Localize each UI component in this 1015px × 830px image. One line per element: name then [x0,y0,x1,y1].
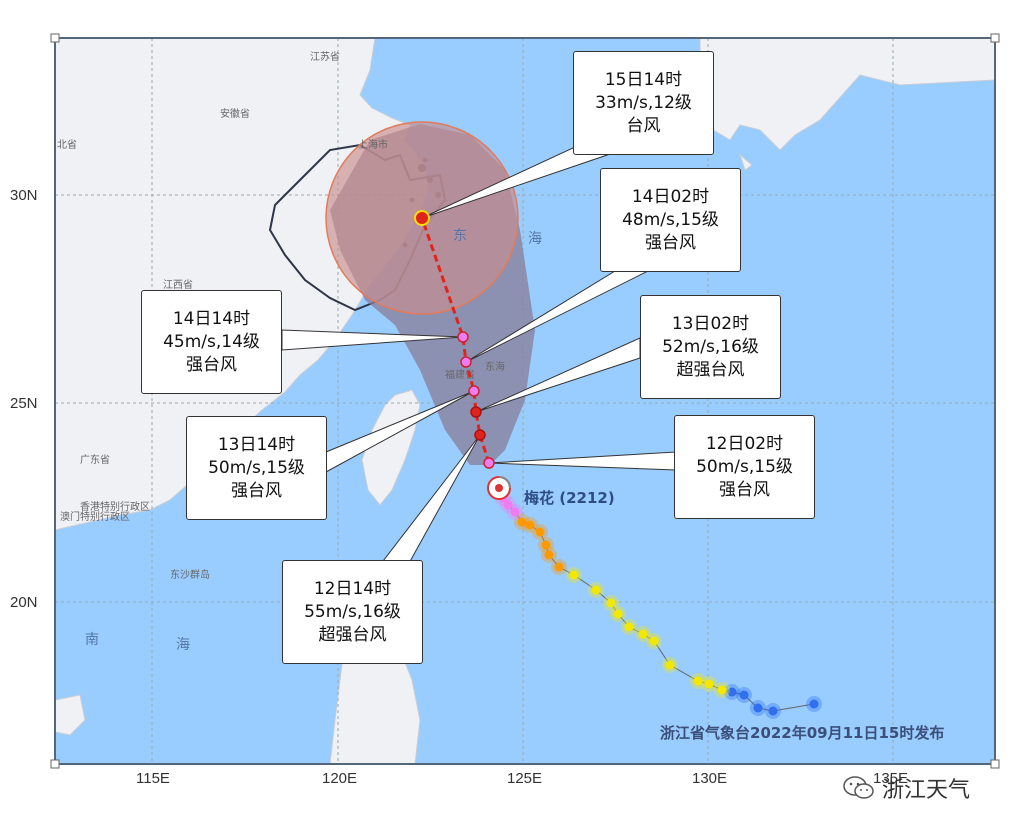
forecast-point-12-02 [483,457,495,469]
callout-category: 强台风 [645,232,696,253]
callout-category: 强台风 [719,479,770,500]
lon-ticks: 115E 120E 125E 130E 135E [136,770,908,787]
callout-category: 强台风 [186,354,237,375]
label-macau: 澳门特别行政区 [60,510,130,523]
wechat-icon [843,776,874,799]
label-jiangxi: 江西省 [163,278,193,291]
track-point [569,570,579,580]
callout-12-14: 12日14时 55m/s,16级 超强台风 [282,560,423,664]
track-point [613,609,623,619]
label-dongsha: 东沙群岛 [170,568,210,581]
track-point [665,660,675,670]
forecast-point-13-14 [468,385,480,397]
typhoon-icon [487,476,511,500]
track-point [693,676,703,686]
callout-14-02: 14日02时 48m/s,15级 强台风 [600,168,741,272]
callout-14-14: 14日14时 45m/s,14级 强台风 [141,290,282,394]
track-point [727,687,737,697]
label-hubei: 北省 [57,138,77,151]
svg-text:20N: 20N [10,594,38,611]
track-point [554,562,564,572]
label-anhui: 安徽省 [220,107,250,120]
track-point [544,550,554,560]
track-point [591,585,601,595]
svg-text:125E: 125E [507,770,542,787]
callout-time: 13日02时 [671,313,750,334]
watermark-text: 浙江天气 [882,778,971,803]
track-point [541,540,551,550]
track-point [717,685,727,695]
track-point [649,636,659,646]
track-point [809,699,819,709]
track-point [624,622,634,632]
callout-time: 13日14时 [217,434,296,455]
lat-ticks: 30N 25N 20N [10,187,38,611]
mainland-china [54,37,431,531]
sea-label-hai-1: 海 [528,231,542,247]
callout-pointers [281,139,677,566]
track-point [503,500,513,510]
track-point [517,517,527,527]
forecast-point-13-02 [470,406,482,418]
callout-time: 12日02时 [705,433,784,454]
track-point [768,706,778,716]
callout-15-14: 15日14时 33m/s,12级 台风 [573,51,714,155]
callout-13-14: 13日14时 50m/s,15级 强台风 [186,416,327,520]
svg-text:30N: 30N [10,187,38,204]
track-point [753,703,763,713]
observed-track [495,490,822,719]
callout-category: 强台风 [231,480,282,501]
callout-12-02: 12日02时 50m/s,15级 强台风 [674,415,815,519]
callout-wind: 33m/s,12级 [595,92,692,113]
track-point [510,507,520,517]
svg-text:130E: 130E [692,770,727,787]
callout-wind: 52m/s,16级 [662,336,759,357]
callout-time: 12日14时 [313,578,392,599]
label-guangdong: 广东省 [80,453,110,466]
forecast-point-14-02 [460,356,472,368]
callout-wind: 50m/s,15级 [696,456,793,477]
callout-time: 15日14时 [604,69,683,90]
svg-text:135E: 135E [873,770,908,787]
callout-wind: 55m/s,16级 [304,601,401,622]
gridlines [55,38,995,764]
forecast-point-15-14 [414,210,430,226]
forecast-track [414,210,495,469]
label-jiangsu: 江苏省 [310,50,340,63]
callout-wind: 50m/s,15级 [208,457,305,478]
callout-time: 14日14时 [172,308,251,329]
callout-category: 超强台风 [676,359,745,380]
callout-wind: 48m/s,15级 [622,209,719,230]
forecast-point-12-14 [474,429,486,441]
label-donghai: 东海 [485,360,505,373]
corner-handles [50,33,1000,769]
callout-category: 超强台风 [318,624,387,645]
watermark: 浙江天气 [842,772,970,804]
label-shanghai: 上海市 [358,138,388,151]
label-hongkong: 香港特别行政区 [80,500,150,513]
sea-label-dong: 东 [453,228,467,244]
track-point [525,520,535,530]
track-point [638,629,648,639]
sea-label-nan: 南 [85,632,99,648]
forecast-point-14-14 [457,331,469,343]
sea-label-hai-2: 海 [176,637,190,653]
map-border [54,37,996,765]
callout-wind: 45m/s,14级 [163,331,260,352]
track-point [606,598,616,608]
issuer-label: 浙江省气象台2022年09月11日15时发布 [660,724,945,742]
island-ryukyu [738,153,753,171]
track-point [535,527,545,537]
track-point [704,679,714,689]
svg-text:25N: 25N [10,395,38,412]
track-point [739,690,749,700]
svg-text:120E: 120E [322,770,357,787]
callout-13-02: 13日02时 52m/s,16级 超强台风 [640,295,781,399]
callout-time: 14日02时 [631,186,710,207]
callout-category: 台风 [626,115,661,136]
svg-text:115E: 115E [136,770,170,787]
typhoon-name-label: 梅花 (2212) [524,489,615,507]
